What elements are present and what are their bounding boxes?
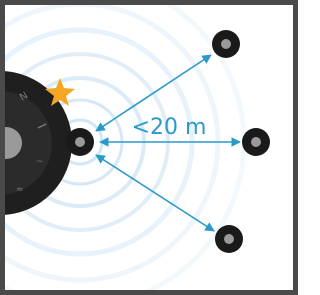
diagram: N ~ ≈ <20 m: [0, 0, 298, 295]
svg-text:≈: ≈: [16, 185, 24, 195]
page: {"diagram": {"distance_label": "<20 m"}}…: [0, 0, 320, 295]
distance-label: <20 m: [132, 115, 207, 140]
svg-text:~: ~: [36, 157, 44, 167]
